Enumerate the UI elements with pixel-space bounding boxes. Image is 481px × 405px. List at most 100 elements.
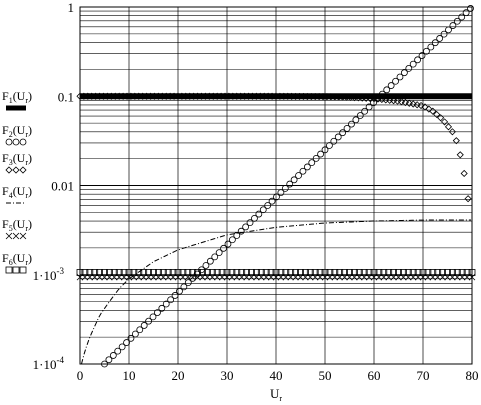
- data-point: [308, 159, 316, 167]
- legend-marker: [19, 166, 27, 174]
- data-point: [220, 244, 227, 252]
- legend-symbol: [5, 266, 27, 274]
- data-point: [321, 269, 329, 276]
- data-point: [301, 269, 309, 276]
- x-axis-label: Ur: [270, 386, 282, 403]
- y-tick-label: 0.1: [58, 89, 74, 104]
- legend-marker: [19, 266, 27, 274]
- data-point: [115, 269, 123, 276]
- data-point: [101, 269, 108, 276]
- data-point: [348, 120, 355, 128]
- x-tick-label: 40: [270, 368, 283, 383]
- data-point: [350, 269, 358, 276]
- data-point: [361, 107, 369, 115]
- data-point: [312, 154, 320, 162]
- data-point: [277, 189, 285, 197]
- data-point: [110, 269, 118, 276]
- data-point: [281, 184, 289, 192]
- data-point: [437, 114, 445, 122]
- series-f4ur: [80, 219, 472, 365]
- data-point: [228, 236, 236, 244]
- legend-marker: [12, 166, 20, 174]
- data-point: [273, 193, 280, 201]
- grid: [79, 7, 473, 365]
- data-point: [164, 269, 172, 276]
- data-point: [246, 219, 254, 227]
- series-layer: [76, 5, 476, 368]
- data-point: [259, 206, 267, 214]
- data-point: [290, 176, 298, 184]
- legend-symbol: [5, 138, 27, 146]
- data-point: [149, 313, 157, 321]
- data-point: [460, 169, 468, 178]
- data-point: [409, 60, 417, 68]
- tick-labels: 0 10 20 30 40 50 60 70 80 1·10-4 1·10-3 0.01 0.1 1: [33, 0, 479, 383]
- data-point: [238, 269, 246, 276]
- data-point: [448, 269, 456, 276]
- data-point: [106, 269, 113, 276]
- data-point: [453, 17, 461, 25]
- data-point: [262, 269, 270, 276]
- data-point: [365, 103, 373, 111]
- data-point: [404, 269, 412, 276]
- data-point: [243, 269, 251, 276]
- data-point: [356, 112, 364, 119]
- data-point: [215, 249, 223, 257]
- data-point: [218, 269, 226, 276]
- legend-marker: [12, 232, 20, 240]
- data-point: [131, 330, 139, 338]
- data-point: [331, 269, 339, 276]
- legend-marker: [19, 138, 27, 146]
- series-f2ur: [101, 5, 474, 368]
- data-point: [169, 269, 177, 276]
- data-point: [140, 269, 148, 276]
- legend-marker: [5, 138, 13, 146]
- data-point: [154, 309, 161, 316]
- data-point: [176, 287, 183, 295]
- plot-frame: [79, 6, 473, 365]
- data-point: [339, 129, 347, 137]
- data-point: [233, 269, 241, 276]
- data-point: [248, 269, 255, 276]
- data-point: [174, 269, 182, 276]
- data-point: [118, 343, 126, 351]
- series-line: [80, 219, 472, 365]
- x-tick-label: 30: [221, 368, 234, 383]
- data-point: [206, 257, 214, 265]
- data-point: [251, 214, 258, 222]
- data-point: [286, 180, 294, 188]
- x-tick-label: 50: [319, 368, 332, 383]
- data-point: [180, 283, 188, 291]
- data-point: [330, 137, 338, 145]
- data-point: [445, 26, 452, 34]
- data-point: [127, 334, 135, 342]
- data-point: [439, 269, 447, 276]
- data-point: [233, 232, 241, 239]
- data-point: [158, 304, 166, 312]
- data-point: [224, 240, 232, 248]
- data-point: [171, 292, 179, 299]
- data-point: [453, 269, 461, 276]
- x-tick-label: 20: [172, 368, 185, 383]
- data-point: [287, 269, 295, 276]
- data-point: [203, 269, 211, 276]
- data-point: [326, 142, 333, 149]
- legend-symbol: [5, 166, 27, 174]
- legend-label: F6(Ur): [2, 251, 32, 267]
- legend-marker: [5, 232, 13, 240]
- data-point: [202, 262, 210, 269]
- data-point: [213, 269, 221, 276]
- data-point: [81, 269, 89, 276]
- data-point: [421, 103, 429, 111]
- data-point: [123, 339, 130, 346]
- data-point: [444, 123, 453, 131]
- data-point: [321, 146, 329, 154]
- legend-marker: [12, 266, 20, 274]
- data-point: [436, 35, 444, 42]
- data-point: [252, 269, 260, 276]
- data-point: [264, 202, 272, 209]
- data-point: [105, 356, 113, 364]
- data-point: [194, 269, 202, 276]
- data-point: [424, 269, 432, 276]
